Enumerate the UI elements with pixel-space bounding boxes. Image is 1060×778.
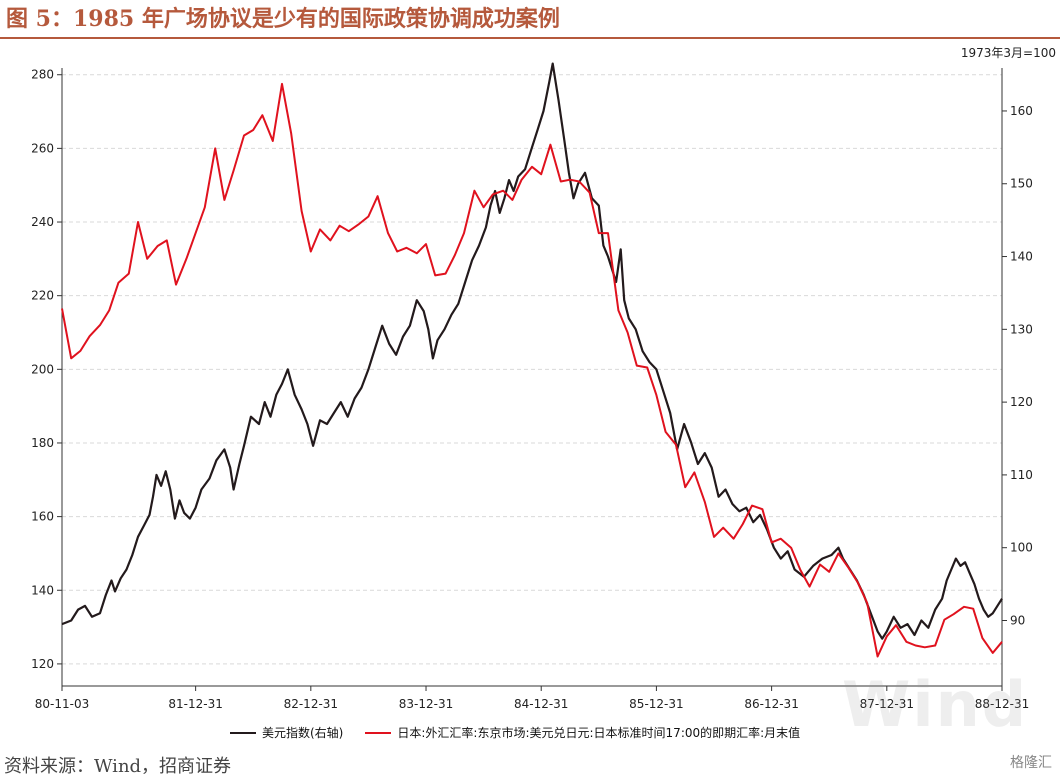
legend-item-dxy: 美元指数(右轴)	[230, 724, 343, 741]
series-line-dxy	[61, 62, 1003, 640]
right-axis-unit-note: 1973年3月=100	[960, 46, 1056, 60]
title-rule	[0, 37, 1060, 39]
left-tick-label-0: 120	[31, 657, 54, 671]
bottom-watermark: 格隆汇	[1010, 755, 1052, 771]
right-tick-label-1: 100	[1010, 541, 1033, 555]
figure-title: 图 5：1985 年广场协议是少有的国际政策协调成功案例	[6, 6, 560, 32]
right-tick-label-6: 150	[1010, 177, 1033, 191]
x-tick-label-8: 88-12-31	[975, 697, 1029, 711]
right-tick-label-0: 90	[1010, 613, 1025, 627]
x-tick-label-6: 86-12-31	[744, 697, 798, 711]
legend-swatch-dxy	[230, 731, 256, 734]
legend-swatch-jpy	[365, 731, 392, 734]
source-note: 资料来源：Wind，招商证券	[4, 756, 232, 777]
left-tick-label-6: 240	[31, 215, 54, 229]
chart-canvas: 120 140 160 180 200 220 240 260 280 90 100 110 120 13…	[31, 62, 1033, 711]
right-tick-label-7: 160	[1010, 104, 1033, 118]
right-tick-label-4: 130	[1010, 322, 1033, 336]
left-tick-label-1: 140	[31, 583, 54, 597]
left-tick-label-5: 220	[31, 289, 54, 303]
x-tick-label-1: 81-12-31	[168, 697, 222, 711]
right-tick-label-2: 110	[1010, 468, 1033, 482]
left-tick-label-3: 180	[31, 436, 54, 450]
x-tick-label-3: 83-12-31	[399, 697, 453, 711]
left-tick-label-4: 200	[31, 362, 54, 376]
legend-item-jpy: 日本:外汇汇率:东京市场:美元兑日元:日本标准时间17:00的即期汇率:月末值	[365, 724, 800, 741]
chart-legend: 美元指数(右轴) 日本:外汇汇率:东京市场:美元兑日元:日本标准时间17:00的…	[230, 724, 822, 741]
left-tick-label-7: 260	[31, 141, 54, 155]
x-tick-label-2: 82-12-31	[284, 697, 338, 711]
x-tick-label-5: 85-12-31	[629, 697, 683, 711]
left-tick-label-2: 160	[31, 510, 54, 524]
watermark: Wind	[842, 668, 1029, 741]
legend-label-dxy: 美元指数(右轴)	[262, 726, 344, 740]
left-tick-label-8: 280	[31, 68, 54, 82]
series-line-usdjpy	[61, 82, 1003, 658]
right-tick-label-5: 140	[1010, 250, 1033, 264]
right-tick-label-3: 120	[1010, 395, 1033, 409]
legend-label-jpy: 日本:外汇汇率:东京市场:美元兑日元:日本标准时间17:00的即期汇率:月末值	[397, 726, 801, 740]
x-tick-label-0: 80-11-03	[35, 697, 89, 711]
x-tick-label-4: 84-12-31	[514, 697, 568, 711]
x-tick-label-7: 87-12-31	[860, 697, 914, 711]
